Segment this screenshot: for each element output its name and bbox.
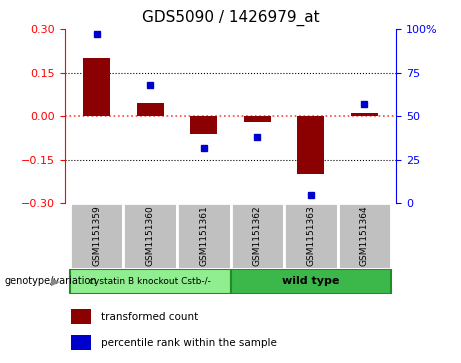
Bar	[177, 203, 230, 269]
Text: GSM1151360: GSM1151360	[146, 205, 155, 266]
Bar	[297, 116, 324, 174]
Text: GSM1151361: GSM1151361	[199, 205, 208, 266]
Bar	[124, 203, 177, 269]
Bar	[244, 116, 271, 122]
Text: genotype/variation: genotype/variation	[5, 276, 97, 286]
Bar	[230, 203, 284, 269]
Bar	[70, 269, 230, 294]
Text: GSM1151364: GSM1151364	[360, 205, 369, 266]
Text: transformed count: transformed count	[101, 311, 198, 322]
Text: GSM1151363: GSM1151363	[306, 205, 315, 266]
Bar	[137, 103, 164, 116]
Text: cystatin B knockout Cstb-/-: cystatin B knockout Cstb-/-	[89, 277, 211, 286]
Text: GSM1151362: GSM1151362	[253, 205, 262, 266]
Title: GDS5090 / 1426979_at: GDS5090 / 1426979_at	[142, 10, 319, 26]
Text: ▶: ▶	[52, 276, 60, 286]
Bar	[71, 335, 91, 350]
Bar	[190, 116, 217, 134]
Text: wild type: wild type	[282, 276, 339, 286]
Bar	[71, 309, 91, 324]
Text: GSM1151359: GSM1151359	[92, 205, 101, 266]
Bar	[83, 58, 110, 116]
Text: percentile rank within the sample: percentile rank within the sample	[101, 338, 277, 348]
Bar	[284, 203, 337, 269]
Bar	[70, 203, 124, 269]
Bar	[351, 113, 378, 116]
Bar	[230, 269, 391, 294]
Bar	[337, 203, 391, 269]
